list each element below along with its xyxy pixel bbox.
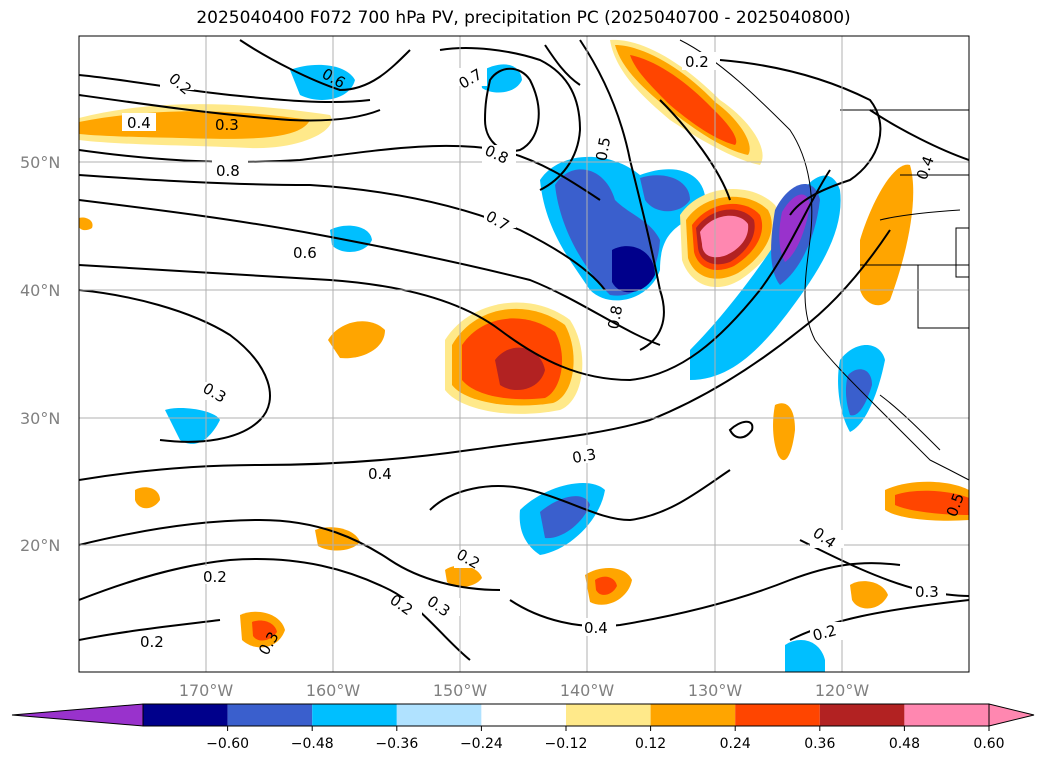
contour-label: 0.8 xyxy=(604,304,626,331)
colorbar-segment xyxy=(227,704,313,726)
colorbar-tick-label: −0.48 xyxy=(291,736,334,752)
contour-label: 0.2 xyxy=(203,568,227,586)
lon-label: 130°W xyxy=(688,681,743,700)
lat-label: 50°N xyxy=(20,153,60,172)
colorbar-segment xyxy=(650,704,736,726)
colorbar-tick-label: 0.60 xyxy=(973,736,1004,752)
contour-label: 0.4 xyxy=(368,465,392,483)
colorbar-segment xyxy=(904,704,989,726)
colorbar-segment xyxy=(396,704,482,726)
colorbar-segment xyxy=(735,704,820,726)
plot-frame xyxy=(78,35,970,673)
contour-label: 0.5 xyxy=(592,136,614,163)
colorbar-tick-label: −0.36 xyxy=(375,736,418,752)
lon-label: 120°W xyxy=(815,681,870,700)
pv-contours xyxy=(79,39,969,661)
colorbar-tick-label: 0.48 xyxy=(889,736,920,752)
lon-label: 170°W xyxy=(179,681,234,700)
contour-label: 0.2 xyxy=(811,621,839,645)
contour-label: 0.6 xyxy=(293,244,317,262)
contour-label: 0.2 xyxy=(140,633,164,651)
contour-label: 0.3 xyxy=(215,116,239,134)
lat-label: 20°N xyxy=(20,536,60,555)
colorbar-tick-label: 0.36 xyxy=(804,736,835,752)
colorbar-extend-min xyxy=(11,703,144,727)
map-title: 2025040400 F072 700 hPa PV, precipitatio… xyxy=(196,8,851,28)
lon-label: 150°W xyxy=(433,681,488,700)
colorbar-segment xyxy=(566,704,651,726)
contour-label: 0.3 xyxy=(571,445,598,467)
colorbar-tick-label: 0.12 xyxy=(635,736,666,752)
colorbar-segment xyxy=(143,704,228,726)
colorbar: −0.60 −0.48 −0.36 −0.24 −0.12 0.12 0.24 0.36 0.4… xyxy=(11,703,1035,752)
colorbar-tick-label: −0.12 xyxy=(545,736,588,752)
colorbar-extend-max xyxy=(988,703,1035,727)
lat-label: 30°N xyxy=(20,409,60,428)
coastlines xyxy=(679,39,969,481)
lon-label: 140°W xyxy=(560,681,615,700)
colorbar-segment xyxy=(312,704,397,726)
colorbar-tick-label: −0.24 xyxy=(460,736,503,752)
contour-label: 0.4 xyxy=(127,114,151,132)
lon-label: 160°W xyxy=(306,681,361,700)
lat-label: 40°N xyxy=(20,281,60,300)
contour-label: 0.4 xyxy=(584,619,608,637)
contour-label: 0.8 xyxy=(216,162,240,180)
contour-label: 0.2 xyxy=(685,53,709,71)
colorbar-tick-label: −0.60 xyxy=(206,736,249,752)
contour-label: 0.3 xyxy=(915,583,939,601)
colorbar-segment xyxy=(481,704,566,726)
colorbar-tick-label: 0.24 xyxy=(720,736,751,752)
colorbar-segment xyxy=(819,704,905,726)
